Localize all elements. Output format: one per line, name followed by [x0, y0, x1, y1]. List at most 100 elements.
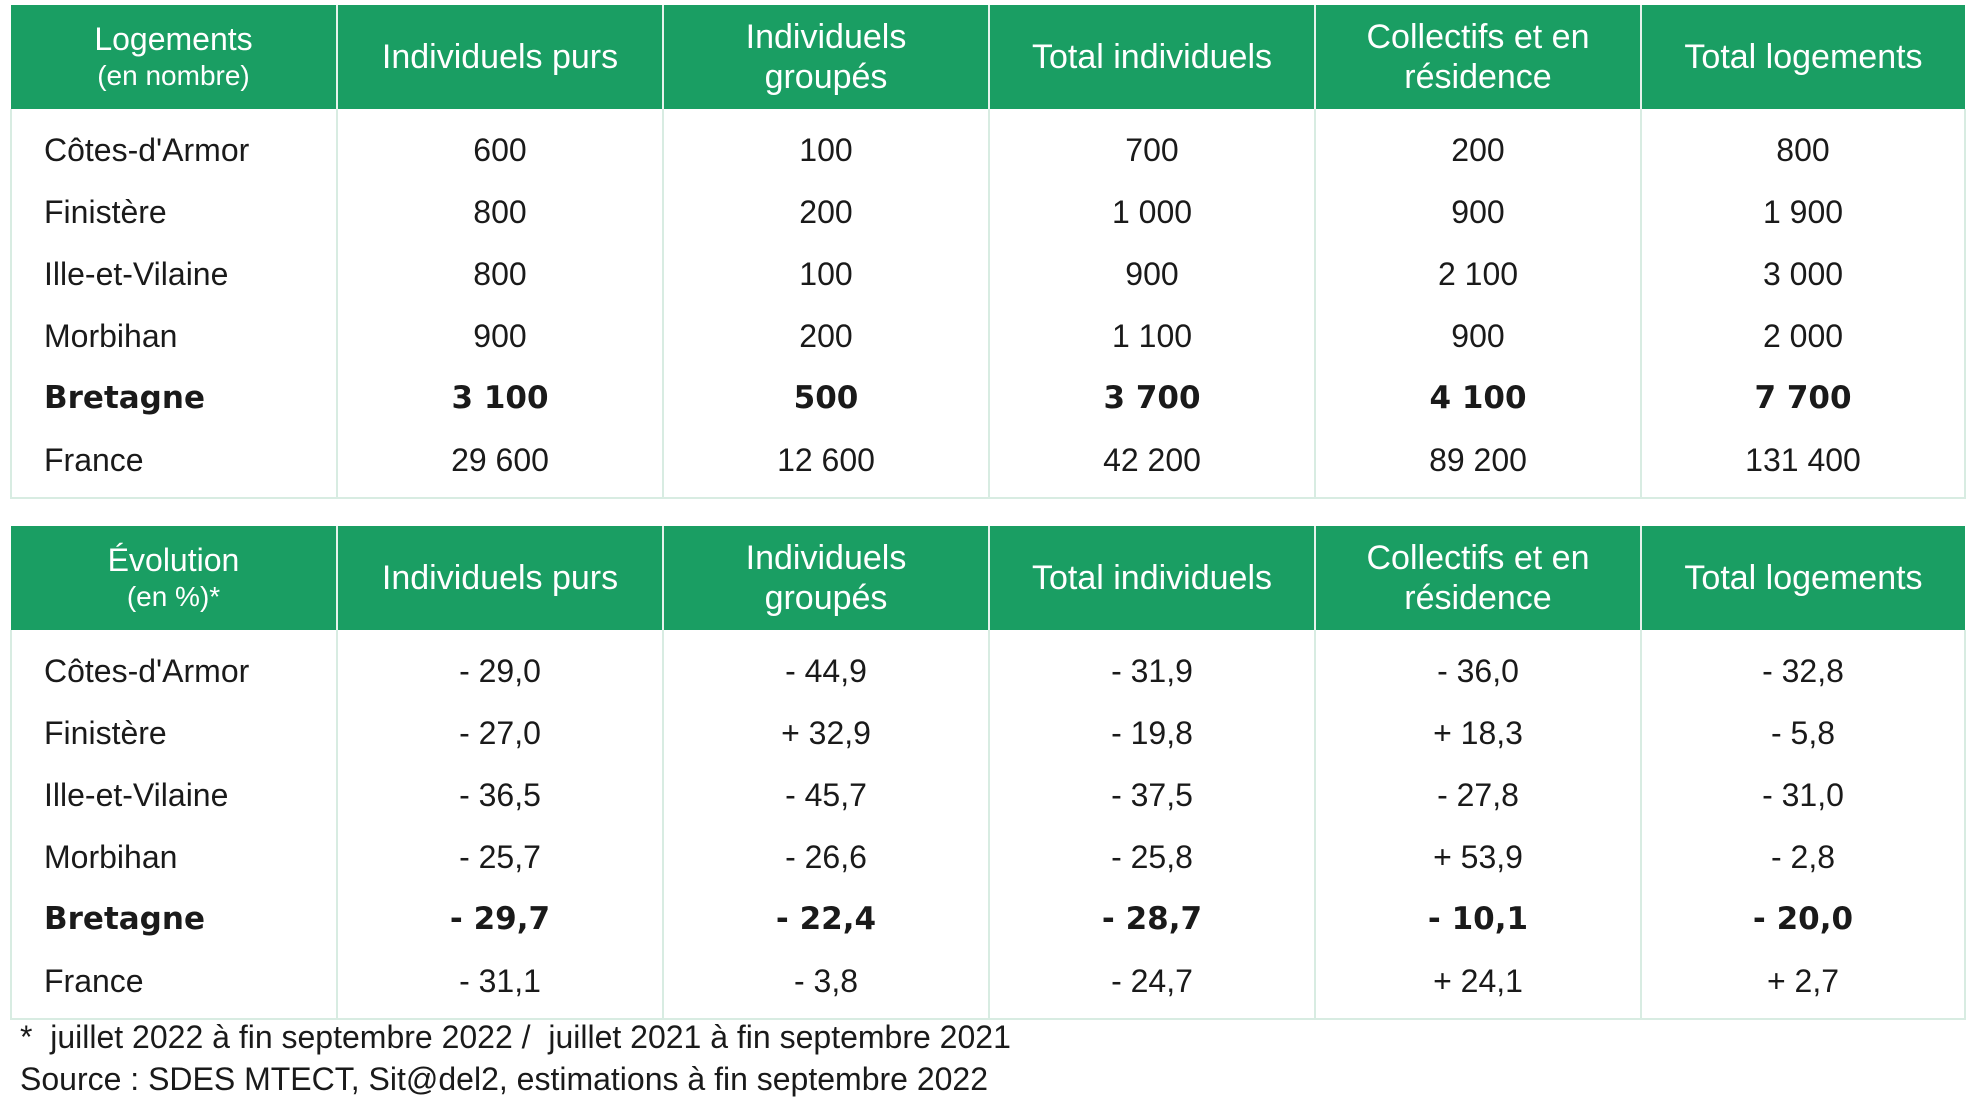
cell: 2 100	[1314, 243, 1641, 305]
cell: - 10,1	[1314, 888, 1641, 950]
table-row: Morbihan 900 200 1 100 900 2 000	[10, 305, 1966, 367]
cell: - 27,0	[336, 702, 663, 764]
table-row: Côtes-d'Armor - 29,0 - 44,9 - 31,9 - 36,…	[10, 630, 1966, 702]
cell: 600	[336, 109, 663, 181]
cell: - 45,7	[662, 764, 989, 826]
header-individuels-purs: Individuels purs	[336, 5, 663, 109]
cell: + 24,1	[1314, 950, 1641, 1020]
table-row: France - 31,1 - 3,8 - 24,7 + 24,1 + 2,7	[10, 950, 1966, 1020]
cell: + 53,9	[1314, 826, 1641, 888]
table-row: Ille-et-Vilaine 800 100 900 2 100 3 000	[10, 243, 1966, 305]
cell: - 32,8	[1640, 630, 1966, 702]
cell: 89 200	[1314, 429, 1641, 499]
row-label: France	[10, 429, 337, 499]
cell: - 29,0	[336, 630, 663, 702]
table-header-row: Logements (en nombre) Individuels purs I…	[11, 5, 1965, 109]
header-total-individuels: Total individuels	[988, 526, 1315, 630]
cell: 2 000	[1640, 305, 1966, 367]
cell: 1 100	[988, 305, 1315, 367]
housing-evolution-table: Évolution (en %)* Individuels purs Indiv…	[10, 526, 1966, 1020]
cell: - 36,5	[336, 764, 663, 826]
cell: - 3,8	[662, 950, 989, 1020]
cell: 12 600	[662, 429, 989, 499]
header-evolution: Évolution (en %)*	[11, 526, 337, 630]
table-row: Finistère - 27,0 + 32,9 - 19,8 + 18,3 - …	[10, 702, 1966, 764]
cell: 200	[662, 305, 989, 367]
cell: 500	[662, 367, 989, 429]
cell: - 26,6	[662, 826, 989, 888]
cell: - 22,4	[662, 888, 989, 950]
row-label: Bretagne	[10, 888, 337, 950]
cell: 1 000	[988, 181, 1315, 243]
header-individuels-groupes: Individuels groupés	[662, 5, 989, 109]
cell: - 24,7	[988, 950, 1315, 1020]
table-row: Morbihan - 25,7 - 26,6 - 25,8 + 53,9 - 2…	[10, 826, 1966, 888]
source-note: Source : SDES MTECT, Sit@del2, estimatio…	[20, 1061, 989, 1097]
cell: 800	[1640, 109, 1966, 181]
row-label: Côtes-d'Armor	[10, 630, 337, 702]
cell: - 31,9	[988, 630, 1315, 702]
cell: - 19,8	[988, 702, 1315, 764]
cell: - 2,8	[1640, 826, 1966, 888]
cell: 29 600	[336, 429, 663, 499]
row-label: Morbihan	[10, 305, 337, 367]
cell: + 32,9	[662, 702, 989, 764]
cell: 1 900	[1640, 181, 1966, 243]
cell: - 29,7	[336, 888, 663, 950]
header-individuels-groupes: Individuels groupés	[662, 526, 989, 630]
header-main: Évolution	[107, 542, 240, 578]
housing-count-table: Logements (en nombre) Individuels purs I…	[10, 5, 1966, 499]
header-total-logements: Total logements	[1640, 526, 1965, 630]
header-individuels-purs: Individuels purs	[336, 526, 663, 630]
cell: 200	[1314, 109, 1641, 181]
cell: - 5,8	[1640, 702, 1966, 764]
cell: 3 700	[988, 367, 1315, 429]
cell: 100	[662, 109, 989, 181]
cell: 900	[1314, 305, 1641, 367]
cell: 3 100	[336, 367, 663, 429]
table-header-row: Évolution (en %)* Individuels purs Indiv…	[11, 526, 1965, 630]
table-row: Finistère 800 200 1 000 900 1 900	[10, 181, 1966, 243]
cell: - 27,8	[1314, 764, 1641, 826]
table-row-total: Bretagne 3 100 500 3 700 4 100 7 700	[10, 367, 1966, 429]
header-sub: (en nombre)	[97, 60, 250, 91]
cell: 3 000	[1640, 243, 1966, 305]
row-label: Finistère	[10, 181, 337, 243]
header-logements: Logements (en nombre)	[11, 5, 337, 109]
cell: 900	[1314, 181, 1641, 243]
row-label: France	[10, 950, 337, 1020]
cell: 42 200	[988, 429, 1315, 499]
row-label: Morbihan	[10, 826, 337, 888]
notes: * juillet 2022 à fin septembre 2022 / ju…	[20, 1016, 1011, 1100]
cell: 900	[336, 305, 663, 367]
row-label: Ille-et-Vilaine	[10, 243, 337, 305]
cell: - 37,5	[988, 764, 1315, 826]
row-label: Côtes-d'Armor	[10, 109, 337, 181]
cell: - 31,1	[336, 950, 663, 1020]
header-total-logements: Total logements	[1640, 5, 1965, 109]
header-main: Logements	[94, 21, 253, 57]
cell: + 2,7	[1640, 950, 1966, 1020]
cell: 4 100	[1314, 367, 1641, 429]
cell: - 36,0	[1314, 630, 1641, 702]
table-row: France 29 600 12 600 42 200 89 200 131 4…	[10, 429, 1966, 499]
cell: - 25,8	[988, 826, 1315, 888]
cell: - 28,7	[988, 888, 1315, 950]
table-row: Ille-et-Vilaine - 36,5 - 45,7 - 37,5 - 2…	[10, 764, 1966, 826]
cell: 900	[988, 243, 1315, 305]
cell: - 20,0	[1640, 888, 1966, 950]
footnote: * juillet 2022 à fin septembre 2022 / ju…	[20, 1019, 1011, 1055]
header-collectifs: Collectifs et en résidence	[1314, 526, 1641, 630]
table-row: Côtes-d'Armor 600 100 700 200 800	[10, 109, 1966, 181]
table-row-total: Bretagne - 29,7 - 22,4 - 28,7 - 10,1 - 2…	[10, 888, 1966, 950]
cell: 800	[336, 243, 663, 305]
cell: 800	[336, 181, 663, 243]
header-total-individuels: Total individuels	[988, 5, 1315, 109]
cell: 100	[662, 243, 989, 305]
cell: 200	[662, 181, 989, 243]
row-label: Finistère	[10, 702, 337, 764]
cell: 7 700	[1640, 367, 1966, 429]
cell: 131 400	[1640, 429, 1966, 499]
cell: - 25,7	[336, 826, 663, 888]
cell: - 44,9	[662, 630, 989, 702]
